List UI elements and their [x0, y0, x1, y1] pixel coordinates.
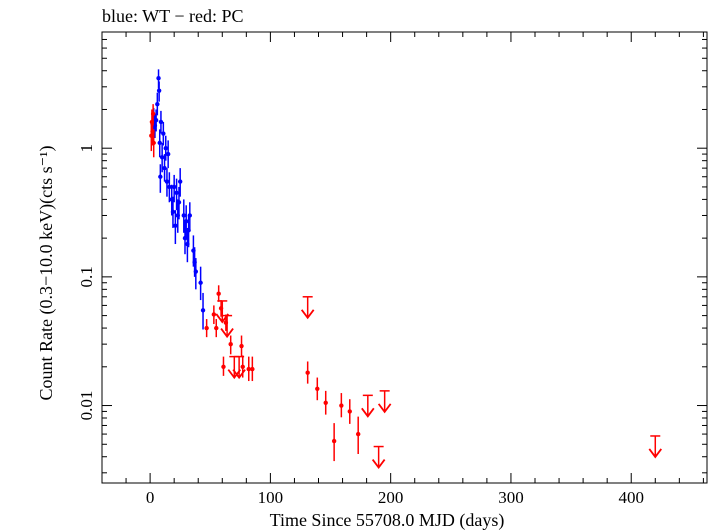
- wt-data-point: [181, 213, 186, 218]
- pc-upper-limit-arrow: [371, 445, 386, 470]
- pc-upper-limit-arrow: [648, 435, 662, 459]
- wt-data-point: [158, 174, 163, 179]
- x-tick-label: 400: [618, 488, 644, 507]
- pc-data-point: [214, 325, 219, 331]
- wt-data-point: [176, 200, 182, 205]
- upper-limit-head: [371, 459, 386, 470]
- y-tick-label: 0.1: [77, 266, 96, 287]
- pc-data-point: [315, 386, 320, 391]
- wt-data-point: [161, 131, 166, 136]
- pc-upper-limit-arrow: [361, 394, 375, 418]
- wt-data-point: [200, 308, 206, 313]
- pc-upper-limit-arrow: [377, 390, 392, 414]
- pc-data-point: [331, 438, 337, 444]
- x-tick-label: 300: [498, 488, 524, 507]
- pc-data-point: [228, 341, 233, 347]
- wt-data-point: [155, 101, 160, 107]
- pc-data-point: [323, 400, 328, 406]
- x-tick-label: 200: [378, 488, 404, 507]
- pc-data-point: [216, 291, 221, 296]
- y-tick-label: 0.01: [77, 391, 96, 421]
- pc-data-point: [246, 366, 251, 372]
- pc-data-point: [305, 370, 310, 375]
- pc-data-point: [355, 431, 361, 437]
- wt-data-point: [156, 88, 162, 93]
- upper-limit-head: [227, 369, 242, 380]
- wt-data-point: [156, 75, 161, 81]
- pc-data-point: [150, 111, 156, 117]
- wt-data-point: [177, 179, 183, 184]
- pc-upper-limit-arrow: [215, 300, 229, 324]
- x-axis-label: Time Since 55708.0 MJD (days): [270, 510, 505, 531]
- wt-data-point: [153, 118, 159, 123]
- pc-data-point: [339, 403, 344, 408]
- x-tick-label: 0: [146, 488, 155, 507]
- wt-data-point: [187, 213, 193, 218]
- upper-limit-head: [648, 448, 662, 459]
- wt-data-point: [163, 145, 168, 151]
- wt-data-point: [193, 269, 199, 274]
- wt-data-point: [174, 190, 179, 196]
- wt-data-point: [173, 223, 178, 228]
- pc-data-point: [347, 409, 352, 414]
- upper-limit-head: [361, 407, 375, 418]
- wt-data-point: [170, 209, 176, 215]
- pc-data-point: [204, 325, 209, 331]
- pc-data-point: [239, 343, 244, 349]
- wt-data-point: [159, 155, 165, 160]
- y-axis-label: Count Rate (0.3−10.0 keV)(cts s⁻¹): [36, 145, 57, 400]
- upper-limit-head: [220, 328, 234, 339]
- pc-data-point: [151, 140, 156, 146]
- wt-data-point: [165, 151, 171, 157]
- upper-limit-head: [300, 309, 315, 320]
- wt-data-point: [158, 119, 164, 125]
- pc-data-point: [250, 366, 255, 372]
- wt-data-point: [198, 280, 203, 285]
- wt-data-point: [164, 179, 170, 184]
- x-tick-label: 100: [258, 488, 284, 507]
- wt-data-point: [183, 219, 189, 224]
- wt-data-point: [167, 184, 172, 190]
- wt-data-point: [171, 184, 177, 190]
- wt-data-point: [157, 140, 162, 146]
- pc-data-point: [221, 364, 226, 370]
- pc-upper-limit-arrow: [300, 296, 315, 320]
- y-tick-label: 1: [77, 144, 96, 153]
- upper-limit-head: [232, 369, 246, 380]
- chart-title: blue: WT − red: PC: [102, 6, 243, 26]
- upper-limit-head: [377, 403, 392, 414]
- plot-frame: [101, 31, 708, 484]
- pc-data-point: [240, 364, 245, 370]
- wt-data-point: [162, 165, 167, 171]
- pc-upper-limit-arrow: [232, 355, 246, 380]
- pc-upper-limit-arrow: [220, 314, 234, 339]
- pc-data-point: [211, 312, 217, 317]
- upper-limit-head: [215, 313, 229, 324]
